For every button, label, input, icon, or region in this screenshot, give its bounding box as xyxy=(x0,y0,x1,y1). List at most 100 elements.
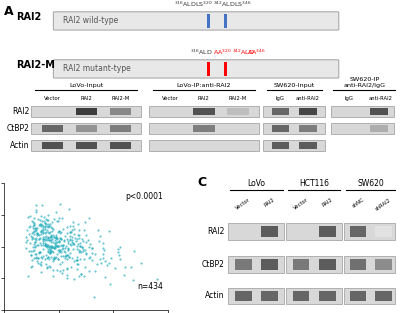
Bar xyxy=(350,291,366,301)
Bar xyxy=(292,291,310,301)
Point xyxy=(106,228,112,233)
Point xyxy=(82,264,88,269)
Text: RAI2: RAI2 xyxy=(263,197,276,208)
Point xyxy=(68,237,75,242)
Point xyxy=(39,202,46,207)
Point xyxy=(65,246,71,251)
Point xyxy=(36,233,42,238)
Point xyxy=(68,229,74,234)
Bar xyxy=(350,259,366,269)
Point xyxy=(48,245,54,250)
Point xyxy=(77,249,84,254)
Point xyxy=(49,249,56,254)
Point xyxy=(38,269,44,274)
Point xyxy=(46,222,53,227)
Point xyxy=(154,277,160,282)
Bar xyxy=(261,259,278,269)
Bar xyxy=(235,259,252,269)
Point xyxy=(56,239,62,244)
Point xyxy=(34,231,41,236)
Text: Vector: Vector xyxy=(44,96,61,101)
Point xyxy=(79,237,86,242)
Point xyxy=(51,235,57,240)
Point xyxy=(51,257,57,262)
Point xyxy=(50,267,56,272)
Text: LoVo: LoVo xyxy=(248,179,266,188)
Point xyxy=(52,236,59,241)
Point xyxy=(48,237,54,242)
Point xyxy=(116,253,122,258)
Point xyxy=(73,262,80,267)
Point xyxy=(47,249,53,254)
Point xyxy=(40,223,46,228)
Point xyxy=(56,235,63,240)
Point xyxy=(42,233,49,238)
Point xyxy=(37,222,44,227)
Point xyxy=(59,259,66,264)
Point xyxy=(53,209,59,214)
Point xyxy=(34,256,41,261)
Point xyxy=(46,246,53,251)
Point xyxy=(45,223,52,228)
Bar xyxy=(149,140,259,151)
Point xyxy=(32,237,38,242)
Bar xyxy=(344,223,395,239)
Point xyxy=(83,250,89,255)
Bar xyxy=(207,14,210,28)
Bar xyxy=(32,106,141,117)
Point xyxy=(89,245,96,250)
Point xyxy=(50,227,56,232)
Text: RAI2-M: RAI2-M xyxy=(16,60,55,70)
Point xyxy=(42,223,48,228)
Point xyxy=(34,226,40,231)
Point xyxy=(52,244,58,249)
Point xyxy=(120,273,127,278)
Text: RAI2-M: RAI2-M xyxy=(111,96,130,101)
Point xyxy=(60,248,67,253)
Point xyxy=(26,240,33,245)
Point xyxy=(44,229,51,234)
Text: shNC: shNC xyxy=(351,197,365,209)
Point xyxy=(27,214,34,219)
Point xyxy=(122,264,128,269)
Point xyxy=(64,230,71,235)
Point xyxy=(46,264,52,269)
Point xyxy=(69,227,76,232)
Point xyxy=(63,253,70,258)
Point xyxy=(86,254,93,259)
Bar xyxy=(331,123,394,134)
Point xyxy=(44,218,51,223)
Point xyxy=(46,244,52,249)
Point xyxy=(56,250,62,255)
Point xyxy=(69,255,76,260)
Point xyxy=(50,255,57,260)
Text: IgG: IgG xyxy=(344,96,353,101)
Bar xyxy=(286,288,342,304)
Point xyxy=(56,215,63,220)
Text: CtBP2: CtBP2 xyxy=(202,260,225,269)
Point xyxy=(76,247,82,252)
Point xyxy=(54,243,60,248)
Point xyxy=(42,253,49,258)
Point xyxy=(57,269,63,274)
Point xyxy=(29,257,36,262)
Point xyxy=(106,281,113,286)
Point xyxy=(52,241,58,246)
Point xyxy=(37,250,43,255)
Point xyxy=(70,223,77,228)
Point xyxy=(34,242,40,247)
Bar xyxy=(370,108,388,115)
Point xyxy=(36,249,42,254)
Point xyxy=(60,226,66,231)
Bar xyxy=(110,108,131,115)
Point xyxy=(45,248,51,253)
Point xyxy=(31,231,38,236)
Text: n=434: n=434 xyxy=(137,282,163,291)
Point xyxy=(50,258,56,263)
Bar xyxy=(375,259,392,269)
Point xyxy=(46,256,52,261)
Point xyxy=(117,244,124,249)
Point xyxy=(100,246,106,251)
Text: $^{316}$ALD: $^{316}$ALD xyxy=(190,47,213,57)
Point xyxy=(33,254,40,259)
